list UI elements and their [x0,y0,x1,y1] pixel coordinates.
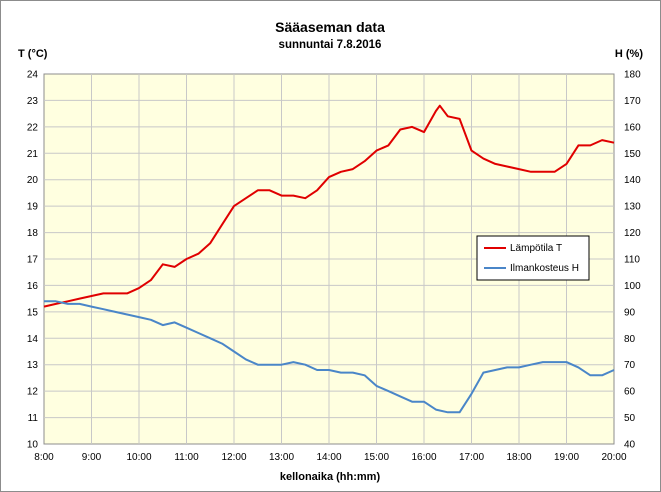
y-tick-left: 24 [27,70,39,81]
y-tick-right: 130 [624,202,641,213]
x-tick: 18:00 [506,452,531,463]
x-tick: 15:00 [364,452,389,463]
y-tick-right: 50 [624,413,636,424]
x-tick: 9:00 [82,452,102,463]
x-tick: 11:00 [174,452,199,463]
legend: Lämpötila T Ilmankosteus H [476,235,590,281]
y-tick-left: 16 [27,281,39,292]
y-tick-left: 20 [27,175,39,186]
x-tick: 19:00 [554,452,579,463]
x-tick: 20:00 [601,452,626,463]
x-tick: 17:00 [459,452,484,463]
x-axis-label: kellonaika (hh:mm) [280,471,381,483]
series-line-humidity [44,300,615,414]
y-tick-right: 180 [624,70,641,81]
x-tick: 8:00 [34,452,54,463]
y-axis-left-label: T (°C) [18,48,48,60]
y-tick-left: 19 [27,202,39,213]
y-tick-left: 15 [27,307,39,318]
series-line-temperature [43,104,615,308]
legend-label-temperature: Lämpötila T [510,243,562,254]
y-axis-right-label: H (%) [615,48,643,60]
y-tick-left: 21 [27,149,39,160]
legend-box [476,235,590,281]
x-tick: 16:00 [411,452,436,463]
x-tick: 13:00 [269,452,294,463]
series-lines [43,104,615,414]
y-tick-left: 12 [27,387,39,398]
gridlines [44,74,614,444]
y-tick-left: 14 [27,334,39,345]
y-tick-right: 100 [624,281,641,292]
y-tick-right: 120 [624,228,641,239]
y-tick-right: 70 [624,360,636,371]
legend-label-humidity: Ilmankosteus H [510,263,579,274]
y-tick-right: 90 [624,307,636,318]
y-tick-left: 23 [27,96,39,107]
y-tick-right: 40 [624,440,636,451]
y-tick-left: 13 [27,360,39,371]
y-tick-left: 22 [27,122,39,133]
y-tick-right: 170 [624,96,641,107]
chart-subtitle: sunnuntai 7.8.2016 [279,39,382,51]
y-tick-right: 140 [624,175,641,186]
chart-title: Sääaseman data [275,19,385,35]
y-tick-left: 18 [27,228,39,239]
y-tick-left: 10 [27,440,39,451]
tick-labels: 10 11 12 13 14 15 16 17 18 19 20 21 22 23 24 40 50 60 70 80… [27,70,641,464]
x-tick: 14:00 [316,452,341,463]
y-tick-right: 150 [624,149,641,160]
y-tick-right: 80 [624,334,636,345]
y-tick-right: 110 [624,255,640,266]
y-tick-right: 60 [624,387,636,398]
y-tick-left: 17 [27,255,39,266]
x-tick: 10:00 [126,452,151,463]
y-tick-left: 11 [28,413,39,424]
x-tick: 12:00 [221,452,246,463]
y-tick-right: 160 [624,122,641,133]
